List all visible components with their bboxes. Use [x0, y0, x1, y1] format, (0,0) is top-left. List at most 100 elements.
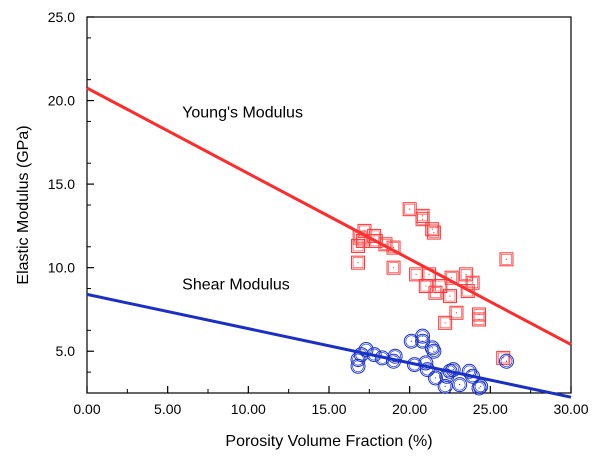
circle-marker-inner [439, 380, 451, 393]
marker-center-dot [502, 357, 504, 359]
x-tick-label: 0.00 [73, 401, 100, 417]
square-marker-inner [473, 314, 485, 325]
square-marker [444, 270, 459, 285]
marker-center-dot [381, 357, 383, 359]
square-marker [351, 255, 366, 270]
marker-center-dot [421, 218, 424, 220]
square-marker-inner [467, 277, 478, 289]
fit-line [86, 292, 572, 399]
circle-marker-inner [387, 355, 400, 368]
marker-center-dot [449, 370, 451, 372]
marker-center-dot [373, 353, 375, 356]
square-marker-inner [497, 352, 509, 364]
y-tick-label: 20.0 [48, 93, 75, 109]
marker-center-dot [365, 348, 367, 351]
y-tick-label: 5.0 [56, 343, 76, 359]
marker-center-dot [433, 350, 435, 352]
marker-center-dot [471, 375, 474, 377]
circle-marker-inner [474, 380, 487, 393]
square-marker-inner [417, 213, 428, 225]
y-tick-label: 10.0 [48, 260, 75, 276]
x-tick-label: 10.00 [231, 401, 266, 417]
circle-marker [452, 377, 468, 393]
circle-marker-inner [466, 370, 479, 383]
y-axis: 5.0 10.0 15.0 20.0 25.0 [48, 9, 94, 373]
square-marker-inner [444, 290, 456, 302]
marker-center-dot [434, 377, 437, 379]
circle-marker-inner [419, 357, 432, 369]
square-marker-inner [423, 269, 435, 280]
circle-marker [445, 362, 461, 378]
circle-marker [419, 362, 435, 378]
circle-marker-inner [428, 345, 440, 358]
x-tick-label: 5.00 [154, 401, 181, 417]
square-marker [426, 225, 441, 240]
marker-center-dot [444, 322, 446, 324]
marker-center-dot [452, 369, 454, 371]
square-marker [433, 279, 448, 294]
square-marker [415, 212, 430, 227]
x-tick-label: 25.00 [473, 401, 508, 417]
square-marker-inner [439, 317, 451, 329]
fit-lines [86, 86, 572, 399]
square-marker-inner [352, 257, 364, 268]
circle-marker-inner [447, 363, 460, 376]
circle-marker-inner [408, 358, 421, 371]
square-marker [438, 315, 453, 330]
marker-center-dot [505, 360, 508, 362]
square-marker-inner [446, 272, 457, 283]
marker-center-dot [449, 295, 451, 297]
marker-center-dot [362, 240, 364, 242]
marker-center-dot [505, 258, 508, 260]
square-marker-inner [428, 227, 440, 238]
data-markers [350, 202, 514, 396]
circle-marker [427, 370, 443, 386]
circle-marker [498, 353, 514, 369]
marker-center-dot [413, 363, 416, 366]
square-marker-inner [388, 262, 399, 273]
marker-center-dot [394, 355, 396, 357]
circle-marker [415, 328, 431, 344]
square-marker [443, 289, 457, 304]
circle-marker-inner [426, 342, 439, 354]
circle-marker [442, 363, 458, 379]
marker-center-dot [363, 230, 366, 232]
square-marker [368, 233, 383, 248]
square-marker [472, 312, 487, 327]
marker-center-dot [392, 267, 395, 269]
square-marker-inner [410, 269, 422, 280]
marker-center-dot [415, 273, 417, 275]
marker-center-dot [465, 273, 467, 275]
circle-marker [424, 340, 440, 356]
circle-marker [418, 355, 434, 371]
square-marker-inner [451, 307, 462, 319]
circle-marker-inner [453, 378, 466, 391]
marker-center-dot [421, 215, 424, 217]
circle-marker [366, 347, 382, 363]
circle-marker [426, 343, 442, 359]
square-marker-inner [435, 280, 446, 292]
marker-center-dot [384, 243, 387, 245]
circle-marker [465, 368, 481, 384]
marker-center-dot [471, 282, 474, 284]
y-tick-label: 15.0 [48, 176, 75, 192]
marker-center-dot [428, 273, 430, 275]
shear-modulus-annotation: Shear Modulus [182, 276, 290, 293]
circle-marker-inner [421, 363, 434, 376]
circle-marker [437, 378, 453, 394]
y-tick-label: 25.0 [48, 9, 75, 25]
marker-center-dot [439, 285, 441, 287]
x-tick-label: 20.00 [392, 401, 427, 417]
circle-marker [461, 363, 477, 379]
circle-marker-inner [389, 350, 401, 363]
square-marker [465, 275, 480, 290]
circle-marker [350, 352, 366, 368]
marker-center-dot [426, 369, 429, 371]
marker-center-dot [357, 262, 359, 264]
circle-marker-inner [416, 330, 429, 342]
marker-center-dot [425, 285, 427, 287]
marker-center-dot [478, 318, 480, 321]
y-axis-title: Elastic Modulus (GPa) [15, 125, 32, 284]
marker-center-dot [375, 240, 377, 242]
